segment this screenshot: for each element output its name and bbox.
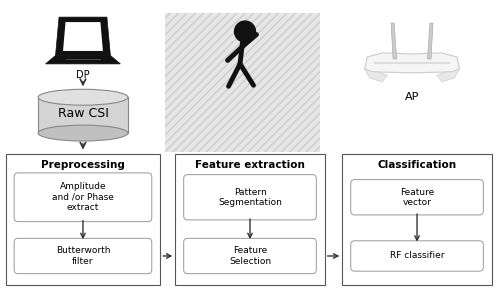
Text: RF classifier: RF classifier	[390, 251, 444, 260]
FancyBboxPatch shape	[184, 175, 316, 220]
Polygon shape	[437, 69, 460, 82]
Text: Feature extraction: Feature extraction	[195, 160, 305, 170]
Circle shape	[234, 21, 256, 42]
Text: Feature
vector: Feature vector	[400, 188, 434, 207]
Text: Pattern
Segmentation: Pattern Segmentation	[218, 188, 282, 207]
Polygon shape	[364, 53, 460, 73]
Text: Feature
Selection: Feature Selection	[229, 246, 271, 266]
Text: DP: DP	[76, 71, 90, 80]
FancyBboxPatch shape	[14, 173, 152, 222]
FancyBboxPatch shape	[14, 238, 152, 274]
Text: Classification: Classification	[378, 160, 456, 170]
FancyBboxPatch shape	[350, 180, 484, 215]
Bar	[342, 154, 492, 285]
Text: Raw CSI: Raw CSI	[58, 107, 108, 120]
Polygon shape	[56, 17, 110, 55]
Text: AP: AP	[405, 92, 419, 102]
Polygon shape	[428, 23, 433, 59]
FancyBboxPatch shape	[350, 241, 484, 271]
Ellipse shape	[38, 89, 128, 105]
Polygon shape	[63, 22, 103, 51]
Text: Amplitude
and /or Phase
extract: Amplitude and /or Phase extract	[52, 182, 114, 212]
FancyBboxPatch shape	[184, 238, 316, 274]
Ellipse shape	[38, 125, 128, 141]
Text: Butterworth
filter: Butterworth filter	[56, 246, 110, 266]
Text: Preprocessing: Preprocessing	[41, 160, 125, 170]
Polygon shape	[391, 23, 396, 59]
Bar	[6, 154, 160, 285]
Bar	[165, 13, 320, 153]
Polygon shape	[46, 55, 120, 64]
Bar	[175, 154, 325, 285]
Polygon shape	[364, 69, 387, 82]
Bar	[38, 97, 128, 133]
